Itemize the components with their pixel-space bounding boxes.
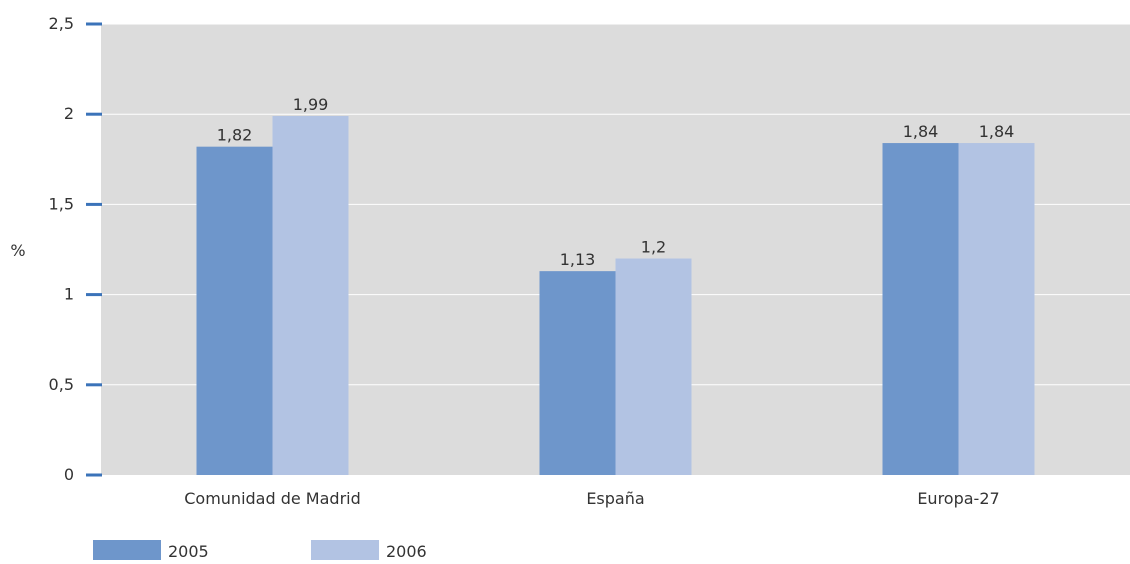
y-tick-mark: [86, 383, 102, 387]
x-tick-label: España: [586, 489, 644, 508]
data-label: 1,84: [979, 122, 1015, 141]
data-label: 1,2: [641, 238, 666, 257]
bar-2005: [539, 271, 616, 475]
x-tick-label: Comunidad de Madrid: [184, 489, 361, 508]
legend-swatch-2006: [311, 540, 379, 560]
y-tick-label: 2: [64, 104, 74, 123]
data-label: 1,84: [903, 122, 939, 141]
bar-2005: [196, 146, 273, 475]
y-tick-mark: [86, 22, 102, 26]
bar-2005: [882, 143, 959, 475]
y-tick-mark: [86, 202, 102, 206]
data-label: 1,13: [560, 250, 596, 269]
y-tick-label: 0: [64, 465, 74, 484]
x-tick-label: Europa-27: [917, 489, 999, 508]
legend-label: 2005: [168, 542, 209, 560]
y-tick-label: 0,5: [49, 375, 74, 394]
data-label: 1,99: [293, 95, 329, 114]
data-label: 1,82: [217, 126, 253, 145]
y-tick-label: 2,5: [49, 14, 74, 33]
legend-label: 2006: [386, 542, 427, 560]
bar-2006: [615, 258, 692, 475]
y-tick-mark: [86, 293, 102, 297]
legend-swatch-2005: [93, 540, 161, 560]
y-tick-mark: [86, 112, 102, 116]
y-axis-label: %: [10, 241, 25, 260]
bar-2006: [958, 143, 1035, 475]
y-tick-mark: [86, 473, 102, 477]
y-tick-label: 1: [64, 285, 74, 304]
bar-2006: [272, 116, 349, 475]
y-tick-label: 1,5: [49, 194, 74, 213]
